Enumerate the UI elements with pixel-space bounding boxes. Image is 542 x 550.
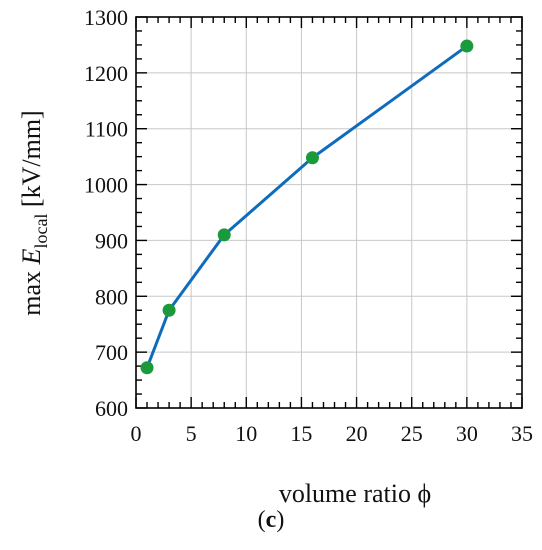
x-tick-label: 0 <box>131 421 142 446</box>
y-axis-label-prefix: max <box>17 264 46 315</box>
panel-label-close: ) <box>276 507 285 533</box>
y-axis-label-var: E <box>17 248 46 265</box>
y-tick-label: 1100 <box>85 117 128 142</box>
x-tick-label: 25 <box>401 421 423 446</box>
y-tick-label: 700 <box>95 340 128 365</box>
x-tick-label: 15 <box>290 421 312 446</box>
series-line <box>145 44 468 369</box>
y-tick-label: 1000 <box>84 173 128 198</box>
plot-frame <box>135 16 523 409</box>
x-tick-label: 5 <box>186 421 197 446</box>
x-tick-label: 35 <box>511 421 533 446</box>
data-point <box>217 228 231 242</box>
x-tick-label: 20 <box>346 421 368 446</box>
data-point <box>162 303 176 317</box>
data-point <box>305 151 319 165</box>
y-tick-label: 600 <box>95 396 128 421</box>
y-axis-label: max Elocal [kV/mm] <box>17 110 51 315</box>
y-axis-label-unit: [kV/mm] <box>17 110 46 213</box>
y-tick-label: 900 <box>95 228 128 253</box>
series <box>140 39 474 375</box>
grid <box>136 17 522 408</box>
y-tick-label: 1200 <box>84 61 128 86</box>
y-tick-label: 1300 <box>84 5 128 30</box>
ticks <box>135 16 523 409</box>
y-axis-label-sub: local <box>31 214 51 249</box>
y-tick-label: 800 <box>95 284 128 309</box>
panel-label: (c) <box>0 507 542 534</box>
tick-labels: 0 5 10 15 20 25 30 35 600 700 800 900 1000 1100 1200 13… <box>84 5 533 446</box>
x-tick-label: 10 <box>235 421 257 446</box>
panel-label-open: ( <box>257 507 266 533</box>
x-axis-label: volume ratio ϕ <box>279 479 431 508</box>
panel-label-letter: c <box>265 507 277 533</box>
data-point <box>460 39 474 53</box>
data-point <box>140 361 154 375</box>
x-tick-label: 30 <box>456 421 478 446</box>
